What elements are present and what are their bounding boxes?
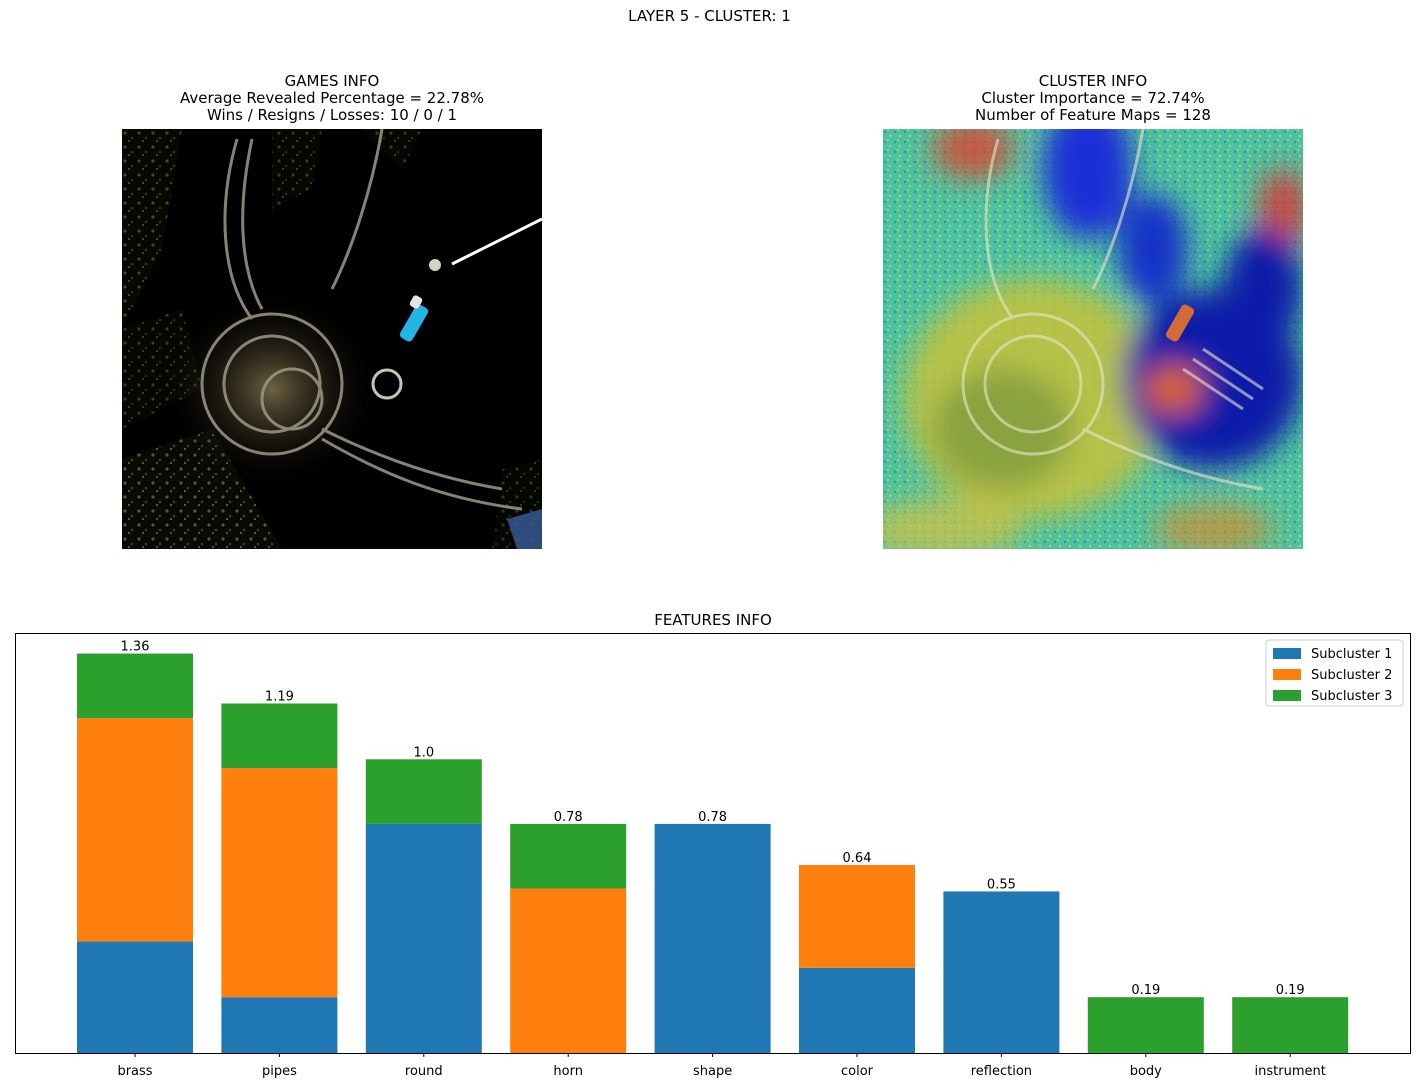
bar-pipes-subcluster-1: [221, 997, 338, 1053]
bar-brass-subcluster-3: [77, 653, 193, 719]
games-info-title-block: GAMES INFO Average Revealed Percentage =…: [122, 73, 542, 124]
bar-total-label-body: 0.19: [1131, 983, 1160, 998]
chart-legend: Subcluster 1 Subcluster 2 Subcluster 3: [1265, 639, 1404, 707]
bar-body-subcluster-3: [1087, 997, 1204, 1053]
bar-instrument-subcluster-3: [1232, 997, 1349, 1053]
bar-total-label-round: 1.0: [413, 745, 434, 760]
cluster-info-feature-maps: Number of Feature Maps = 128: [975, 106, 1211, 124]
bar-pipes-subcluster-3: [221, 703, 338, 769]
labels-layer: 1.36 1.19 1.0 0.78 0.78 0.64 0.55 0.19 0.19: [121, 640, 1305, 999]
bar-reflection-subcluster-1: [943, 891, 1060, 1053]
x-tick-label-instrument: instrument: [1255, 1064, 1326, 1079]
bar-shape-subcluster-1: [654, 823, 771, 1053]
x-tick-label-shape: shape: [693, 1064, 732, 1079]
x-tick-label-horn: horn: [553, 1064, 583, 1079]
bar-pipes-subcluster-2: [221, 768, 338, 998]
legend-label-subcluster-3: Subcluster 3: [1311, 689, 1392, 704]
games-info-wins-resigns-losses: Wins / Resigns / Losses: 10 / 0 / 1: [206, 106, 458, 124]
bar-total-label-reflection: 0.55: [987, 877, 1016, 892]
x-tick-label-body: body: [1130, 1064, 1162, 1079]
x-tick-label-color: color: [841, 1064, 874, 1079]
games-masked-image: [122, 129, 542, 549]
bar-brass-subcluster-2: [77, 718, 193, 942]
bar-total-label-color: 0.64: [843, 851, 872, 866]
bars-layer: [77, 653, 1349, 1053]
bar-total-label-shape: 0.78: [698, 810, 727, 825]
cluster-info-title-block: CLUSTER INFO Cluster Importance = 72.74%…: [883, 73, 1303, 124]
bar-color-subcluster-1: [799, 967, 915, 1053]
bar-color-subcluster-2: [799, 865, 915, 968]
cluster-heatmap-image: [883, 129, 1303, 549]
x-tick-label-round: round: [405, 1064, 443, 1079]
x-tick-label-reflection: reflection: [971, 1064, 1032, 1079]
bar-total-label-horn: 0.78: [554, 810, 583, 825]
bar-round-subcluster-1: [365, 823, 482, 1053]
bar-total-label-pipes: 1.19: [265, 689, 294, 704]
bar-horn-subcluster-2: [510, 888, 627, 1053]
games-info-revealed-percentage: Average Revealed Percentage = 22.78%: [179, 89, 484, 107]
bar-brass-subcluster-1: [77, 941, 193, 1053]
x-tick-label-brass: brass: [117, 1064, 152, 1079]
x-axis-ticks: brass pipes round horn shape color reflection b…: [117, 1053, 1326, 1079]
legend-swatch-subcluster-1: [1273, 648, 1301, 659]
legend-label-subcluster-2: Subcluster 2: [1311, 668, 1392, 683]
x-tick-label-pipes: pipes: [262, 1064, 297, 1079]
legend-label-subcluster-1: Subcluster 1: [1311, 647, 1392, 662]
figure-suptitle: LAYER 5 - CLUSTER: 1: [628, 7, 791, 25]
bar-round-subcluster-3: [365, 759, 482, 824]
legend-swatch-subcluster-2: [1273, 669, 1301, 680]
features-chart-title: FEATURES INFO: [654, 611, 772, 629]
games-info-title: GAMES INFO: [284, 72, 380, 90]
bar-total-label-brass: 1.36: [121, 640, 150, 655]
bar-horn-subcluster-3: [510, 823, 627, 889]
cluster-info-title: CLUSTER INFO: [1038, 72, 1148, 90]
cluster-info-importance: Cluster Importance = 72.74%: [981, 89, 1205, 107]
legend-swatch-subcluster-3: [1273, 690, 1301, 701]
bar-total-label-instrument: 0.19: [1276, 983, 1305, 998]
